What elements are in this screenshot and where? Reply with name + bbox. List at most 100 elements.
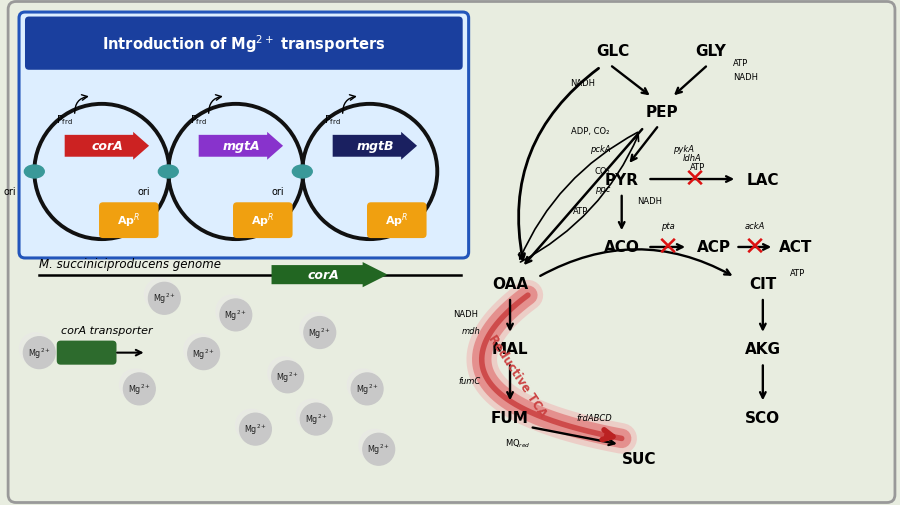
Circle shape [268,357,300,389]
Text: Mg$^{2+}$: Mg$^{2+}$ [28,346,50,360]
Text: ori: ori [272,187,284,197]
Text: ADP, CO₂: ADP, CO₂ [572,127,609,136]
FancyBboxPatch shape [25,18,463,71]
Text: ✕: ✕ [683,167,706,192]
Text: corA: corA [308,269,339,282]
Text: ackA: ackA [744,221,765,230]
Text: Mg$^{2+}$: Mg$^{2+}$ [276,370,299,384]
Text: PEP: PEP [645,105,679,119]
Text: PYR: PYR [605,172,639,187]
Circle shape [351,373,383,405]
Circle shape [347,369,379,401]
Text: mgtA: mgtA [222,140,260,153]
Text: corA transporter: corA transporter [60,325,152,335]
Text: ✕: ✕ [657,234,679,261]
Text: pta: pta [661,221,675,230]
Circle shape [272,361,303,393]
FancyBboxPatch shape [57,341,116,365]
Text: ppc: ppc [595,185,610,194]
Text: Reductive TCA: Reductive TCA [486,331,550,419]
FancyBboxPatch shape [99,203,158,238]
Text: GLC: GLC [596,44,629,59]
Text: Introduction of Mg$^{2+}$ transporters: Introduction of Mg$^{2+}$ transporters [102,33,385,55]
Text: NADH: NADH [733,73,758,82]
Text: NADH: NADH [637,197,662,206]
Text: Mg$^{2+}$: Mg$^{2+}$ [356,382,379,396]
Text: NADH: NADH [454,309,478,318]
FancyArrow shape [199,133,283,161]
Text: P$_{\rm frd}$: P$_{\rm frd}$ [324,113,341,126]
Text: SCO: SCO [745,410,780,425]
Circle shape [239,414,271,445]
Text: FUM: FUM [491,410,529,425]
Text: OAA: OAA [492,276,528,291]
Text: Mg$^{2+}$: Mg$^{2+}$ [128,382,151,396]
Text: ATP: ATP [573,207,588,216]
FancyArrow shape [272,263,388,288]
Circle shape [363,433,394,465]
Circle shape [20,333,51,365]
Text: ACO: ACO [604,240,640,255]
Text: ACT: ACT [779,240,813,255]
Text: P$_{\rm frd}$: P$_{\rm frd}$ [190,113,207,126]
Circle shape [148,283,180,315]
FancyBboxPatch shape [233,203,292,238]
Text: M. succiniciproducens genome: M. succiniciproducens genome [40,257,221,270]
Text: Mg$^{2+}$: Mg$^{2+}$ [367,442,391,457]
FancyBboxPatch shape [8,3,895,502]
Text: LAC: LAC [747,172,779,187]
Text: frdABCD: frdABCD [577,414,613,423]
Text: ATP: ATP [790,269,806,278]
Text: pckA: pckA [590,145,611,154]
Circle shape [23,337,55,369]
Text: mgtB: mgtB [356,140,394,153]
Text: SUC: SUC [622,451,657,466]
Text: ldhA: ldhA [683,154,702,162]
Text: ori: ori [4,187,16,197]
Text: P$_{\rm frd}$: P$_{\rm frd}$ [57,113,73,126]
Text: ATP: ATP [733,59,748,68]
Text: Ap$^R$: Ap$^R$ [251,212,274,230]
Text: NADH: NADH [571,79,596,88]
Text: Mg$^{2+}$: Mg$^{2+}$ [153,291,176,306]
Text: CO₂: CO₂ [595,167,610,176]
Text: Mg$^{2+}$: Mg$^{2+}$ [244,422,267,436]
Circle shape [123,373,155,405]
Circle shape [184,334,216,366]
Circle shape [301,403,332,435]
Text: pykA: pykA [673,145,694,154]
Ellipse shape [292,166,312,179]
Circle shape [304,317,336,349]
Circle shape [296,399,328,431]
Circle shape [300,313,332,345]
Text: ori: ori [138,187,150,197]
Circle shape [220,299,252,331]
Text: Ap$^R$: Ap$^R$ [117,212,140,230]
FancyArrow shape [65,133,149,161]
Text: MAL: MAL [491,341,528,357]
Ellipse shape [24,166,44,179]
Text: GLY: GLY [696,44,726,59]
Circle shape [216,295,248,327]
Text: CIT: CIT [749,276,777,291]
FancyBboxPatch shape [19,13,469,259]
Text: ✕: ✕ [743,234,766,261]
Text: mdh: mdh [462,327,481,336]
Text: MQ$_{red}$: MQ$_{red}$ [505,436,531,449]
Text: Mg$^{2+}$: Mg$^{2+}$ [305,412,328,426]
Circle shape [188,338,220,370]
Circle shape [359,430,391,461]
Text: Mg$^{2+}$: Mg$^{2+}$ [224,308,248,323]
Text: fumC: fumC [458,376,481,385]
Circle shape [236,410,267,441]
FancyArrow shape [333,133,417,161]
Text: Mg$^{2+}$: Mg$^{2+}$ [193,347,215,361]
Text: Ap$^R$: Ap$^R$ [385,212,409,230]
Text: Mg$^{2+}$: Mg$^{2+}$ [309,326,331,340]
FancyBboxPatch shape [367,203,427,238]
Circle shape [145,279,176,311]
Ellipse shape [158,166,178,179]
Text: corA: corA [91,140,123,153]
Text: AKG: AKG [745,341,781,357]
Text: ATP: ATP [690,163,706,172]
